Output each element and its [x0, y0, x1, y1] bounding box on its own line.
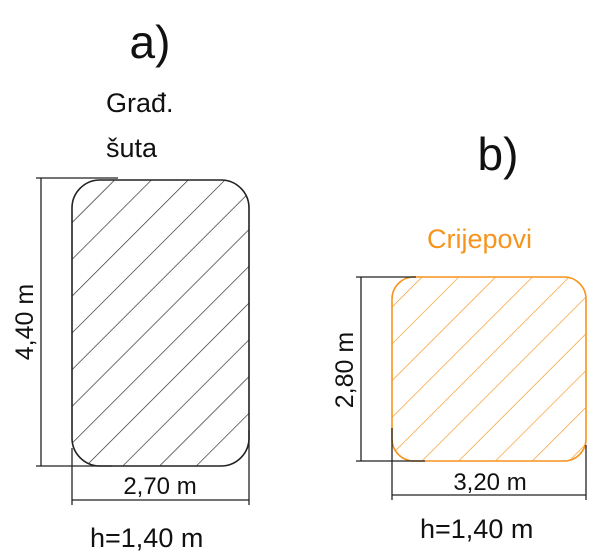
panel-b-material-label: Crijepovi	[427, 224, 532, 254]
panel-a-width-dimension-line	[71, 430, 250, 505]
panel-b-letter: b)	[478, 128, 519, 180]
panel-a-letter: a)	[130, 16, 171, 68]
panel-b-height-label: 2,80 m	[331, 332, 359, 408]
panel-b-width-dimension-line	[391, 428, 587, 500]
panel-a-width-label: 2,70 m	[123, 473, 196, 500]
panel-a: a) Građ. šuta 4,40 m 2,70 m h=1,40 m	[11, 16, 250, 553]
panel-a-height-dimension-line	[36, 177, 118, 467]
panel-a-material-line-2: šuta	[106, 133, 158, 163]
panel-b: b) Crijepovi 2,80 m 3,20 m h=1,40 m	[331, 128, 587, 544]
panel-a-height-label: 4,40 m	[11, 284, 39, 360]
panel-b-width-label: 3,20 m	[453, 469, 526, 496]
panel-a-depth-label: h=1,40 m	[90, 523, 203, 553]
panel-a-hatched-section	[71, 179, 250, 467]
panel-b-depth-label: h=1,40 m	[420, 514, 533, 544]
panel-b-height-dimension-line	[356, 276, 425, 462]
panel-a-material-line-1: Građ.	[106, 88, 174, 118]
panel-b-hatched-section	[391, 276, 587, 462]
